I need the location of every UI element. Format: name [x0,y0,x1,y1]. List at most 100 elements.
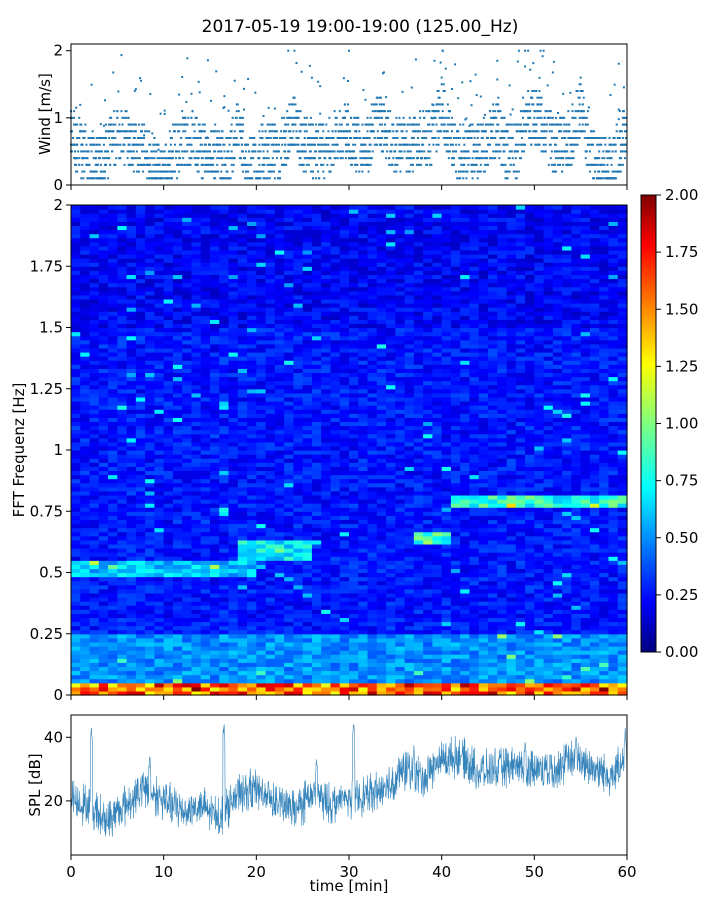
wind-point [598,150,601,153]
spectrogram-cell [89,335,100,341]
spectrogram-cell [191,572,202,578]
spectrogram-cell [89,274,100,280]
wind-point [376,116,379,119]
spectrogram-cell [182,360,193,365]
spectrogram-cell [228,237,239,243]
wind-point [249,177,252,180]
spectrogram-cell [182,458,193,463]
spectrogram-cell [172,229,183,235]
spectrogram-cell [126,315,137,320]
spectrogram-cell [71,405,81,410]
spectrogram-cell [228,429,239,435]
wind-point [84,123,87,126]
wind-point [254,150,257,153]
spectrogram-cell [108,454,118,459]
spectrogram-cell [117,380,128,386]
spectrogram-cell [117,641,128,647]
spectrogram-cell [191,543,202,549]
spectrogram-cell [117,601,128,606]
spectrogram-cell [237,662,248,668]
wind-point [507,157,510,160]
spectrogram-cell [200,237,211,243]
wind-point [473,170,476,173]
wind-point [460,150,463,153]
wind-point [102,143,105,146]
spectrogram-cell [71,690,81,696]
wind-point [522,110,525,113]
wind-point [529,116,532,119]
spectrogram-cell [126,368,137,374]
wind-point [419,110,422,113]
wind-point [392,137,395,139]
wind-point [335,123,338,126]
wind-point [267,170,270,173]
spectrogram-cell [145,629,155,635]
wind-point [287,150,290,153]
spectrogram-cell [210,409,220,414]
spectrogram-cell [191,548,202,553]
wind-point [533,90,536,92]
spectrogram-cell [108,437,118,443]
spectrogram-cell [191,413,202,418]
spectrogram-cell [237,576,248,582]
wind-point [137,137,140,139]
wind-point [373,143,376,146]
spectrogram-cell [145,543,155,549]
spectrogram-cell [117,682,128,688]
spectrogram-cell [228,303,239,308]
spectrogram-cell [200,531,211,537]
spectrogram-cell [145,388,155,394]
wind-point [315,123,318,126]
spectrogram-cell [172,511,183,516]
wind-point [429,163,432,166]
wind-point [324,143,327,146]
wind-point [563,116,566,119]
wind-point [209,143,211,146]
wind-point [528,116,531,119]
wind-point [562,163,565,166]
wind-point [247,177,250,180]
wind-point [320,123,323,126]
spectrogram-cell [172,258,183,263]
wind-point [266,163,269,166]
wind-point [284,123,287,126]
spectrogram-cell [135,470,146,476]
wind-point [416,157,419,160]
wind-point [588,137,591,139]
wind-point [538,143,541,146]
spectrogram-cell [89,568,100,574]
spectrogram-cell [210,560,220,565]
wind-point [184,130,187,133]
wind-point [482,150,485,153]
spectrogram-cell [200,417,211,423]
spectrogram-cell [154,605,165,610]
wind-point [262,157,265,160]
wind-point [261,143,264,146]
wind-point [558,150,561,153]
spectrogram-cell [163,490,174,496]
spectrogram-cell [182,274,193,280]
spectrogram-cell [154,486,165,492]
wind-point [575,90,578,92]
spectrogram-cell [154,592,165,598]
wind-point [601,177,604,180]
spectrogram-cell [135,401,146,406]
wind-point [516,123,519,126]
wind-point [509,137,512,139]
wind-point [406,143,409,146]
spectrogram-cell [108,417,118,423]
spectrogram-cell [80,347,91,353]
wind-point [418,123,421,126]
wind-point [590,130,593,133]
spectrogram-cell [117,560,128,565]
spectrogram-cell [71,388,81,394]
spectrogram-cell [80,486,91,492]
wind-point [619,130,622,133]
spectrogram-cell [135,678,146,684]
spectrogram-cell [182,368,193,374]
wind-point [158,177,161,180]
spectrogram-cell [210,641,220,647]
spectrogram-cell [98,539,109,545]
wind-point [280,130,283,133]
wind-point [363,163,366,166]
